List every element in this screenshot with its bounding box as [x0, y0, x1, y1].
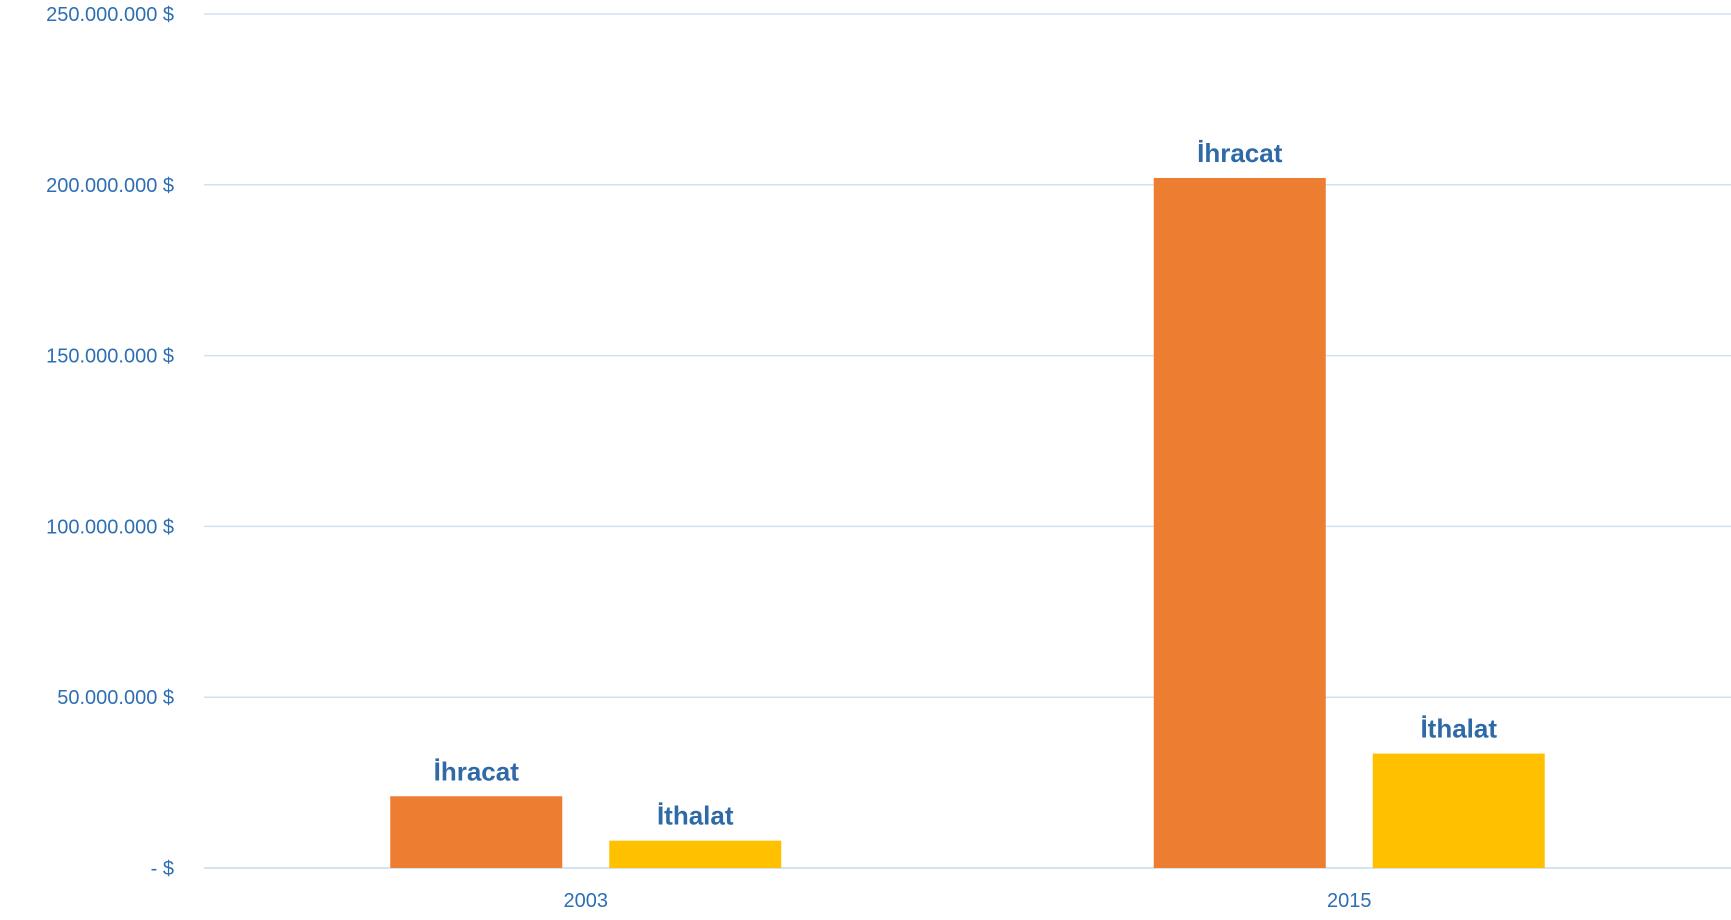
bar-2003-series-0 [390, 796, 563, 868]
bar-data-label: İthalat [1420, 714, 1497, 744]
y-tick-label: 50.000.000 $ [57, 687, 174, 709]
bar-data-label: İthalat [657, 801, 734, 831]
bar-2015-series-0 [1153, 177, 1326, 868]
bar-2015-series-1 [1372, 753, 1545, 868]
x-axis-tick-labels: 2003 2015 [564, 890, 1372, 912]
y-tick-label: 100.000.000 $ [46, 516, 174, 538]
bar-labels: İhracat İthalat İhracat İthalat [434, 138, 1498, 831]
bar-data-label: İhracat [434, 756, 520, 786]
bar-data-label: İhracat [1197, 138, 1283, 168]
gridlines [204, 13, 1731, 869]
y-tick-label: 250.000.000 $ [46, 4, 174, 26]
y-tick-label: - $ [151, 858, 174, 880]
y-tick-label: 200.000.000 $ [46, 175, 174, 197]
bar-2003-series-1 [609, 840, 782, 868]
x-tick-label: 2003 [564, 890, 609, 912]
bars [390, 177, 1545, 868]
x-tick-label: 2015 [1327, 890, 1372, 912]
y-tick-label: 150.000.000 $ [46, 346, 174, 368]
y-axis-tick-labels: - $ 50.000.000 $ 100.000.000 $ 150.000.000 … [46, 4, 174, 880]
